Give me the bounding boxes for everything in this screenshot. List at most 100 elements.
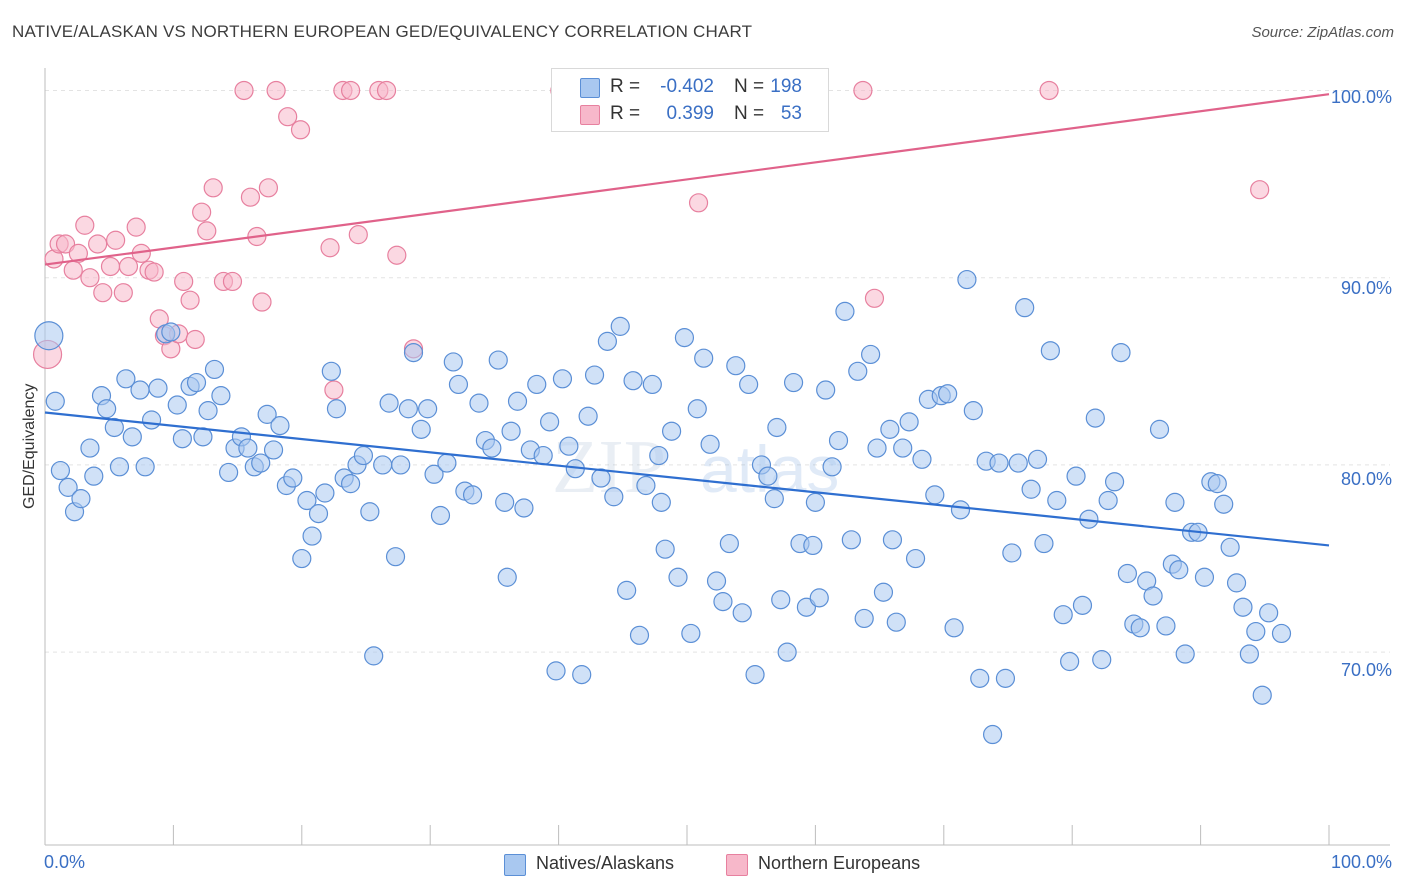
natives-alaskans-point xyxy=(1008,453,1028,473)
natives-alaskans-point xyxy=(1104,472,1125,492)
northern-europeans-point xyxy=(174,271,194,292)
northern-europeans-point xyxy=(266,80,286,101)
natives-alaskans-point xyxy=(116,369,136,389)
natives-alaskans-point xyxy=(867,438,887,458)
natives-alaskans-point xyxy=(905,548,926,569)
natives-alaskans-point xyxy=(1214,494,1234,514)
series-legend: Natives/Alaskans Northern Europeans xyxy=(0,852,1406,878)
natives-alaskans-point xyxy=(767,417,787,438)
chart-title: NATIVE/ALASKAN VS NORTHERN EUROPEAN GED/… xyxy=(12,22,753,41)
legend-r-label: R = xyxy=(610,103,641,124)
northern-europeans-point xyxy=(88,234,108,254)
legend-swatch-blue xyxy=(580,78,600,98)
natives-alaskans-point xyxy=(219,462,239,483)
northern-europeans-point xyxy=(1250,180,1270,200)
natives-alaskans-point xyxy=(617,580,637,600)
natives-alaskans-point xyxy=(719,533,739,554)
northern-europeans-point xyxy=(75,215,95,235)
natives-alaskans-point xyxy=(501,421,521,441)
natives-alaskans-point xyxy=(373,455,393,475)
northern-europeans-point xyxy=(252,292,272,312)
natives-alaskans-point xyxy=(610,316,630,336)
natives-alaskans-point xyxy=(739,374,759,395)
natives-alaskans-point xyxy=(135,457,155,477)
natives-alaskans-point xyxy=(584,365,605,385)
source-credit: Source: ZipAtlas.com xyxy=(1251,24,1394,41)
natives-alaskans-point xyxy=(636,475,656,496)
y-tick-label: 70.0% xyxy=(1340,660,1392,680)
natives-alaskans-point xyxy=(578,406,598,426)
northern-europeans-point xyxy=(258,178,279,198)
natives-alaskans-point xyxy=(623,371,643,391)
natives-alaskans-point xyxy=(1111,342,1131,363)
legend-n-label: N = xyxy=(734,103,765,124)
legend-swatch-blue xyxy=(504,854,526,876)
natives-alaskans-point xyxy=(1034,533,1054,554)
natives-alaskans-point xyxy=(963,401,983,421)
natives-alaskans-point xyxy=(1085,408,1105,428)
natives-alaskans-point xyxy=(448,374,469,395)
natives-alaskans-point xyxy=(938,384,958,404)
natives-alaskans-point xyxy=(437,453,457,473)
natives-alaskans-point xyxy=(796,597,817,617)
y-tick-label: 80.0% xyxy=(1340,469,1392,489)
natives-alaskans-point xyxy=(1156,616,1176,636)
watermark: ZIP atlas xyxy=(552,425,839,509)
natives-alaskans-point xyxy=(1092,650,1112,670)
northern-europeans-point xyxy=(376,80,397,101)
natives-alaskans-point xyxy=(854,608,874,629)
natives-alaskans-point xyxy=(674,328,695,348)
natives-alaskans-point xyxy=(1194,567,1215,587)
natives-alaskans-point xyxy=(1027,449,1048,469)
natives-alaskans-point xyxy=(758,466,778,486)
natives-alaskans-point xyxy=(148,378,168,398)
natives-alaskans-point xyxy=(681,623,701,644)
natives-alaskans-point xyxy=(321,361,341,381)
natives-alaskans-point xyxy=(360,502,380,522)
natives-alaskans-point xyxy=(161,322,181,342)
natives-alaskans-point xyxy=(572,665,592,685)
natives-alaskans-point xyxy=(745,665,765,685)
natives-alaskans-point xyxy=(880,419,900,439)
natives-alaskans-point xyxy=(706,571,727,591)
northern-europeans-points xyxy=(32,80,1270,400)
natives-alaskans-point xyxy=(292,548,312,569)
legend-row-northern: R = 0.399 N = 53 xyxy=(552,101,828,127)
natives-alaskans-point xyxy=(462,485,483,505)
natives-alaskans-point xyxy=(391,455,411,475)
natives-alaskans-point xyxy=(1072,595,1093,615)
natives-alaskans-point xyxy=(822,457,842,477)
natives-alaskans-point xyxy=(1233,597,1253,617)
natives-alaskans-point xyxy=(186,372,207,393)
legend-swatch-pink xyxy=(726,854,748,876)
natives-alaskans-point xyxy=(783,372,804,393)
natives-alaskans-point xyxy=(559,436,579,456)
natives-alaskans-point xyxy=(950,500,971,520)
natives-alaskans-point xyxy=(1098,490,1118,511)
natives-alaskans-point xyxy=(687,399,707,419)
northern-europeans-point xyxy=(68,243,88,263)
natives-alaskans-point xyxy=(109,457,130,477)
natives-alaskans-point xyxy=(912,449,932,469)
natives-alaskans-point xyxy=(263,440,284,460)
natives-alaskans-point xyxy=(1259,603,1279,623)
natives-alaskans-point xyxy=(1015,298,1035,318)
natives-alaskans-point xyxy=(661,421,682,441)
northern-europeans-point xyxy=(853,80,873,101)
natives-alaskans-point xyxy=(726,356,746,376)
natives-alaskans-point xyxy=(944,618,964,638)
axes xyxy=(44,68,1390,846)
natives-alaskans-point xyxy=(403,342,424,363)
natives-alaskans-point xyxy=(655,539,675,559)
natives-alaskans-point xyxy=(104,417,124,438)
northern-europeans-point xyxy=(290,120,311,140)
natives-alaskans-point xyxy=(469,393,489,413)
natives-alaskans-point xyxy=(84,466,104,486)
natives-alaskans-point xyxy=(1246,621,1266,642)
northern-europeans-point xyxy=(100,256,121,277)
natives-alaskans-point xyxy=(297,490,317,511)
natives-alaskans-point xyxy=(700,434,720,454)
natives-alaskans-point xyxy=(805,492,826,512)
natives-alaskans-point xyxy=(925,485,945,505)
